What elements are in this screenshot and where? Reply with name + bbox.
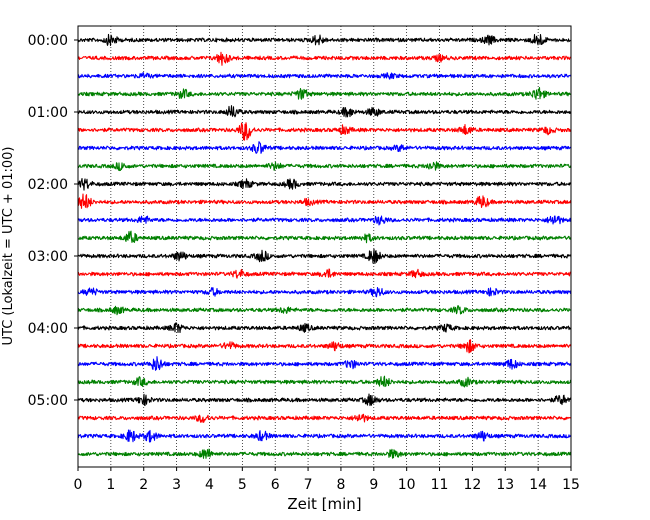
y-tick-label: 05:00: [28, 393, 68, 409]
x-tick-label: 7: [304, 477, 313, 493]
y-tick-label: 03:00: [28, 249, 68, 265]
x-tick-label: 6: [271, 477, 280, 493]
y-axis-label: UTC (Lokalzeit = UTC + 01:00): [1, 147, 16, 346]
x-axis-label: Zeit [min]: [287, 495, 361, 513]
trace-0000: [77, 33, 572, 47]
trace-0045: [77, 86, 572, 100]
x-tick-label: 5: [238, 477, 247, 493]
trace-0400: [77, 322, 572, 334]
x-tick-label: 3: [172, 477, 181, 493]
x-tick-label: 4: [205, 477, 214, 493]
trace-0500: [77, 393, 572, 407]
trace-0515: [77, 413, 572, 423]
trace-0315: [77, 268, 572, 279]
trace-0100: [77, 105, 572, 118]
trace-0145: [77, 161, 572, 172]
x-tick-label: 12: [463, 477, 481, 493]
trace-0415: [77, 339, 572, 354]
plot-frame: [77, 25, 572, 468]
x-tick-label: 9: [369, 477, 378, 493]
y-tick-label: 01:00: [28, 105, 68, 121]
x-tick-label: 2: [139, 477, 148, 493]
y-tick-label: 00:00: [28, 33, 68, 49]
trace-0345: [77, 305, 572, 316]
x-tick-label: 15: [562, 477, 580, 493]
trace-0545: [77, 448, 572, 459]
trace-0430: [77, 356, 572, 371]
trace-0030: [77, 72, 572, 80]
trace-0200: [77, 177, 572, 191]
x-tick-label: 1: [106, 477, 115, 493]
x-tick-label: 13: [496, 477, 514, 493]
trace-0245: [77, 230, 572, 244]
trace-0115: [77, 122, 572, 141]
trace-0300: [77, 248, 572, 264]
trace-0230: [77, 215, 572, 226]
x-tick-label: 11: [431, 477, 449, 493]
y-tick-label: 04:00: [28, 321, 68, 337]
x-tick-label: 0: [74, 477, 83, 493]
trace-0530: [77, 429, 572, 443]
y-tick-label: 02:00: [28, 177, 68, 193]
trace-0445: [77, 375, 572, 388]
trace-0015: [77, 51, 572, 66]
x-tick-label: 14: [529, 477, 547, 493]
trace-0330: [77, 287, 572, 298]
y-axis: 00:00 01:00 02:00 03:00 04:00 05:00: [28, 33, 78, 409]
x-tick-label: 10: [398, 477, 416, 493]
trace-0130: [77, 141, 572, 154]
seismic-traces: [77, 33, 572, 459]
x-tick-label: 8: [336, 477, 345, 493]
trace-0215: [77, 193, 572, 209]
x-axis: 0 1 2 3 4 5 6 7 8 9 10 11 12 13 14 15: [74, 467, 580, 493]
